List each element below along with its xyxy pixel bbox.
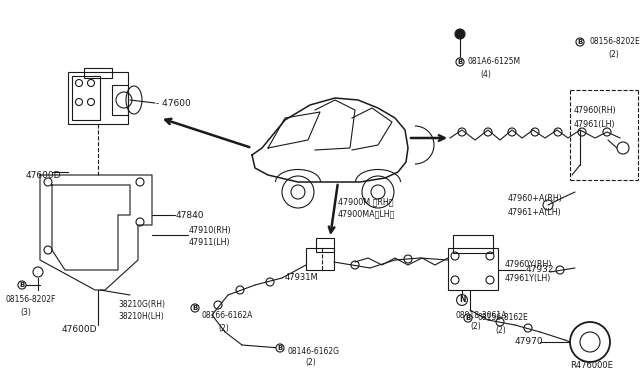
Bar	[68, 72, 128, 124]
Text: B: B	[19, 282, 24, 288]
Text: 47600D: 47600D	[62, 326, 97, 334]
Circle shape	[455, 29, 465, 39]
Text: 47840: 47840	[176, 211, 205, 219]
Bar	[72, 76, 100, 120]
Text: (2): (2)	[218, 324, 228, 333]
Text: 47960(RH): 47960(RH)	[574, 106, 617, 115]
Text: 47900MA〈LH〉: 47900MA〈LH〉	[338, 209, 396, 218]
Bar	[84, 68, 112, 78]
Text: 47600D: 47600D	[26, 170, 61, 180]
Text: 47910(RH): 47910(RH)	[189, 225, 232, 234]
Text: 47961(LH): 47961(LH)	[574, 119, 616, 128]
Text: 08918-3061A: 08918-3061A	[455, 311, 506, 320]
Text: R476000E: R476000E	[570, 360, 613, 369]
Text: 47911(LH): 47911(LH)	[189, 237, 230, 247]
Text: (4): (4)	[480, 70, 491, 78]
Text: 47960Y(RH): 47960Y(RH)	[505, 260, 552, 269]
Text: B: B	[577, 39, 582, 45]
Bar	[316, 238, 334, 252]
Text: 47900M 〈RH〉: 47900M 〈RH〉	[338, 198, 394, 206]
Text: B: B	[458, 59, 463, 65]
Text: 08156-8202E: 08156-8202E	[590, 38, 640, 46]
Text: B: B	[193, 305, 198, 311]
Text: B: B	[277, 345, 283, 351]
Text: 081A6-6125M: 081A6-6125M	[468, 58, 521, 67]
Text: 47932: 47932	[526, 266, 554, 275]
Text: 47931M: 47931M	[285, 273, 319, 282]
Text: 08146-6162G: 08146-6162G	[288, 347, 340, 356]
Text: - 47600: - 47600	[156, 99, 191, 108]
Text: (3): (3)	[20, 308, 31, 317]
Text: N: N	[459, 295, 465, 305]
Text: 08166-6162A: 08166-6162A	[202, 311, 253, 321]
Text: 47961+A(LH): 47961+A(LH)	[508, 208, 562, 217]
Text: (2): (2)	[608, 51, 619, 60]
Text: 47961Y(LH): 47961Y(LH)	[505, 273, 552, 282]
Text: 47960+A(RH): 47960+A(RH)	[508, 193, 563, 202]
Bar	[306, 248, 334, 270]
Bar	[453, 235, 493, 253]
Text: B: B	[465, 315, 470, 321]
Text: (2): (2)	[495, 326, 506, 334]
Text: 08156-8202F: 08156-8202F	[5, 295, 56, 305]
Text: 38210G(RH): 38210G(RH)	[118, 299, 165, 308]
Text: 08156-8162E: 08156-8162E	[478, 314, 529, 323]
Text: 38210H(LH): 38210H(LH)	[118, 311, 164, 321]
Text: (2): (2)	[305, 357, 316, 366]
Text: (2): (2)	[470, 323, 481, 331]
Bar	[112, 85, 128, 115]
Text: 47970: 47970	[515, 337, 543, 346]
Bar	[448, 248, 498, 290]
